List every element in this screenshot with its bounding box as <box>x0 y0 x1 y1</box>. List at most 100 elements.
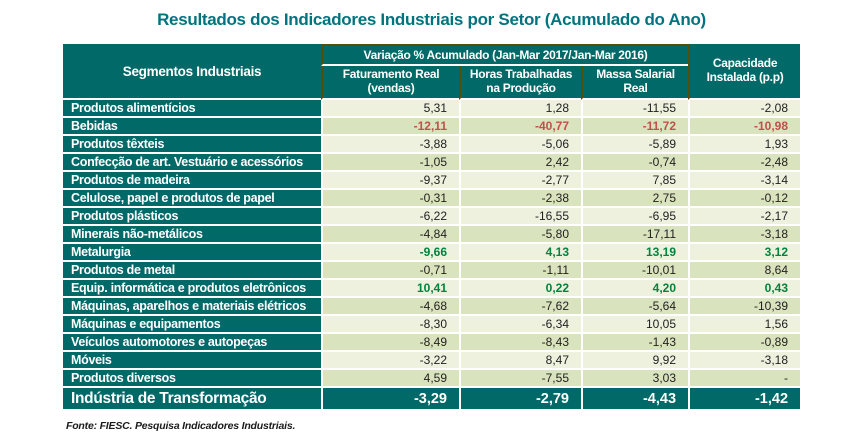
segment-label: Móveis <box>63 352 321 370</box>
value-cell: -7,55 <box>459 370 581 388</box>
value-cell: -0,31 <box>321 190 459 208</box>
value-cell: 0,43 <box>688 280 801 298</box>
value-cell: -9,66 <box>321 244 459 262</box>
value-cell: 7,85 <box>581 172 689 190</box>
value-cell: -40,77 <box>459 118 581 136</box>
value-cell: -12,11 <box>321 118 459 136</box>
table-row: Metalurgia -9,66 4,13 13,19 3,12 <box>63 244 801 262</box>
total-row: Indústria de Transformação -3,29 -2,79 -… <box>63 388 801 409</box>
value-cell: -0,12 <box>688 190 801 208</box>
segment-label: Produtos alimentícios <box>63 100 321 118</box>
value-cell: 0,22 <box>459 280 581 298</box>
segments-header: Segmentos Industriais <box>63 44 321 100</box>
value-cell: -10,39 <box>688 298 801 316</box>
value-cell: -17,11 <box>581 226 689 244</box>
value-cell: -8,43 <box>459 334 581 352</box>
table-row: Produtos alimentícios 5,31 1,28 -11,55 -… <box>63 100 801 118</box>
value-cell: -4,68 <box>321 298 459 316</box>
value-cell: 4,20 <box>581 280 689 298</box>
value-cell: -1,43 <box>581 334 689 352</box>
value-cell: -8,49 <box>321 334 459 352</box>
value-cell: 13,19 <box>581 244 689 262</box>
value-cell: -8,30 <box>321 316 459 334</box>
segment-label: Confecção de art. Vestuário e acessórios <box>63 154 321 172</box>
value-cell: -9,37 <box>321 172 459 190</box>
table-header: Segmentos Industriais Variação % Acumula… <box>63 44 801 100</box>
table-row: Produtos de madeira -9,37 -2,77 7,85 -3,… <box>63 172 801 190</box>
segment-label: Bebidas <box>63 118 321 136</box>
value-cell: 2,42 <box>459 154 581 172</box>
header-row-group: Segmentos Industriais Variação % Acumula… <box>63 44 801 100</box>
value-cell: -6,34 <box>459 316 581 334</box>
value-cell: -3,14 <box>688 172 801 190</box>
value-cell: 1,28 <box>459 100 581 118</box>
value-cell: -11,55 <box>581 100 689 118</box>
value-cell: -3,18 <box>688 352 801 370</box>
table-row: Celulose, papel e produtos de papel -0,3… <box>63 190 801 208</box>
value-cell: 9,92 <box>581 352 689 370</box>
value-cell: -1,05 <box>321 154 459 172</box>
source-note: Fonte: FIESC. Pesquisa Indicadores Indus… <box>66 420 296 432</box>
page-title: Resultados dos Indicadores Industriais p… <box>157 10 706 29</box>
value-cell: -5,80 <box>459 226 581 244</box>
table-row: Produtos diversos 4,59 -7,55 3,03 - <box>63 370 801 388</box>
value-cell: - <box>688 370 801 388</box>
segment-label: Celulose, papel e produtos de papel <box>63 190 321 208</box>
total-value-cell: -2,79 <box>459 388 581 409</box>
value-cell: -4,84 <box>321 226 459 244</box>
table-body: Produtos alimentícios 5,31 1,28 -11,55 -… <box>63 100 801 388</box>
segment-label: Produtos diversos <box>63 370 321 388</box>
value-cell: 5,31 <box>321 100 459 118</box>
value-cell: -10,98 <box>688 118 801 136</box>
value-cell: 1,93 <box>688 136 801 154</box>
table-row: Veículos automotores e autopeças -8,49 -… <box>63 334 801 352</box>
value-cell: 3,12 <box>688 244 801 262</box>
table-row: Equip. informática e produtos eletrônico… <box>63 280 801 298</box>
value-cell: -0,89 <box>688 334 801 352</box>
variation-group-header: Variação % Acumulado (Jan-Mar 2017/Jan-M… <box>321 44 689 66</box>
value-cell: -6,22 <box>321 208 459 226</box>
header-row-sub: Faturamento Real (vendas) Horas Trabalha… <box>63 66 800 100</box>
value-cell: -5,06 <box>459 136 581 154</box>
value-cell: 10,41 <box>321 280 459 298</box>
segment-label: Máquinas, aparelhos e materiais elétrico… <box>63 298 321 316</box>
horas-header: Horas Trabalhadas na Produção <box>459 66 581 100</box>
table-row: Máquinas, aparelhos e materiais elétrico… <box>63 298 801 316</box>
table-footer: Indústria de Transformação -3,29 -2,79 -… <box>63 388 801 409</box>
value-cell: 4,13 <box>459 244 581 262</box>
segment-label: Produtos plásticos <box>63 208 321 226</box>
value-cell: -3,18 <box>688 226 801 244</box>
capacity-header: Capacidade Instalada (p.p) <box>688 44 801 100</box>
value-cell: -5,89 <box>581 136 689 154</box>
value-cell: -2,38 <box>459 190 581 208</box>
table-row: Produtos plásticos -6,22 -16,55 -6,95 -2… <box>63 208 801 226</box>
segment-label: Veículos automotores e autopeças <box>63 334 321 352</box>
value-cell: 8,47 <box>459 352 581 370</box>
value-cell: -3,88 <box>321 136 459 154</box>
value-cell: -2,08 <box>688 100 801 118</box>
total-value-cell: -4,43 <box>581 388 689 409</box>
value-cell: -1,11 <box>459 262 581 280</box>
segment-label: Metalurgia <box>63 244 321 262</box>
value-cell: -16,55 <box>459 208 581 226</box>
segment-label: Produtos de madeira <box>63 172 321 190</box>
value-cell: -6,95 <box>581 208 689 226</box>
value-cell: -2,17 <box>688 208 801 226</box>
faturamento-header: Faturamento Real (vendas) <box>321 66 459 100</box>
value-cell: -3,22 <box>321 352 459 370</box>
segment-label: Equip. informática e produtos eletrônico… <box>63 280 321 298</box>
total-value-cell: -3,29 <box>321 388 459 409</box>
value-cell: -10,01 <box>581 262 689 280</box>
total-value-cell: -1,42 <box>688 388 801 409</box>
value-cell: 10,05 <box>581 316 689 334</box>
value-cell: 8,64 <box>688 262 801 280</box>
table-row: Produtos têxteis -3,88 -5,06 -5,89 1,93 <box>63 136 801 154</box>
value-cell: 4,59 <box>321 370 459 388</box>
segment-label: Produtos têxteis <box>63 136 321 154</box>
table-row: Móveis -3,22 8,47 9,92 -3,18 <box>63 352 801 370</box>
value-cell: 3,03 <box>581 370 689 388</box>
value-cell: -7,62 <box>459 298 581 316</box>
value-cell: 2,75 <box>581 190 689 208</box>
table-row: Minerais não-metálicos -4,84 -5,80 -17,1… <box>63 226 801 244</box>
